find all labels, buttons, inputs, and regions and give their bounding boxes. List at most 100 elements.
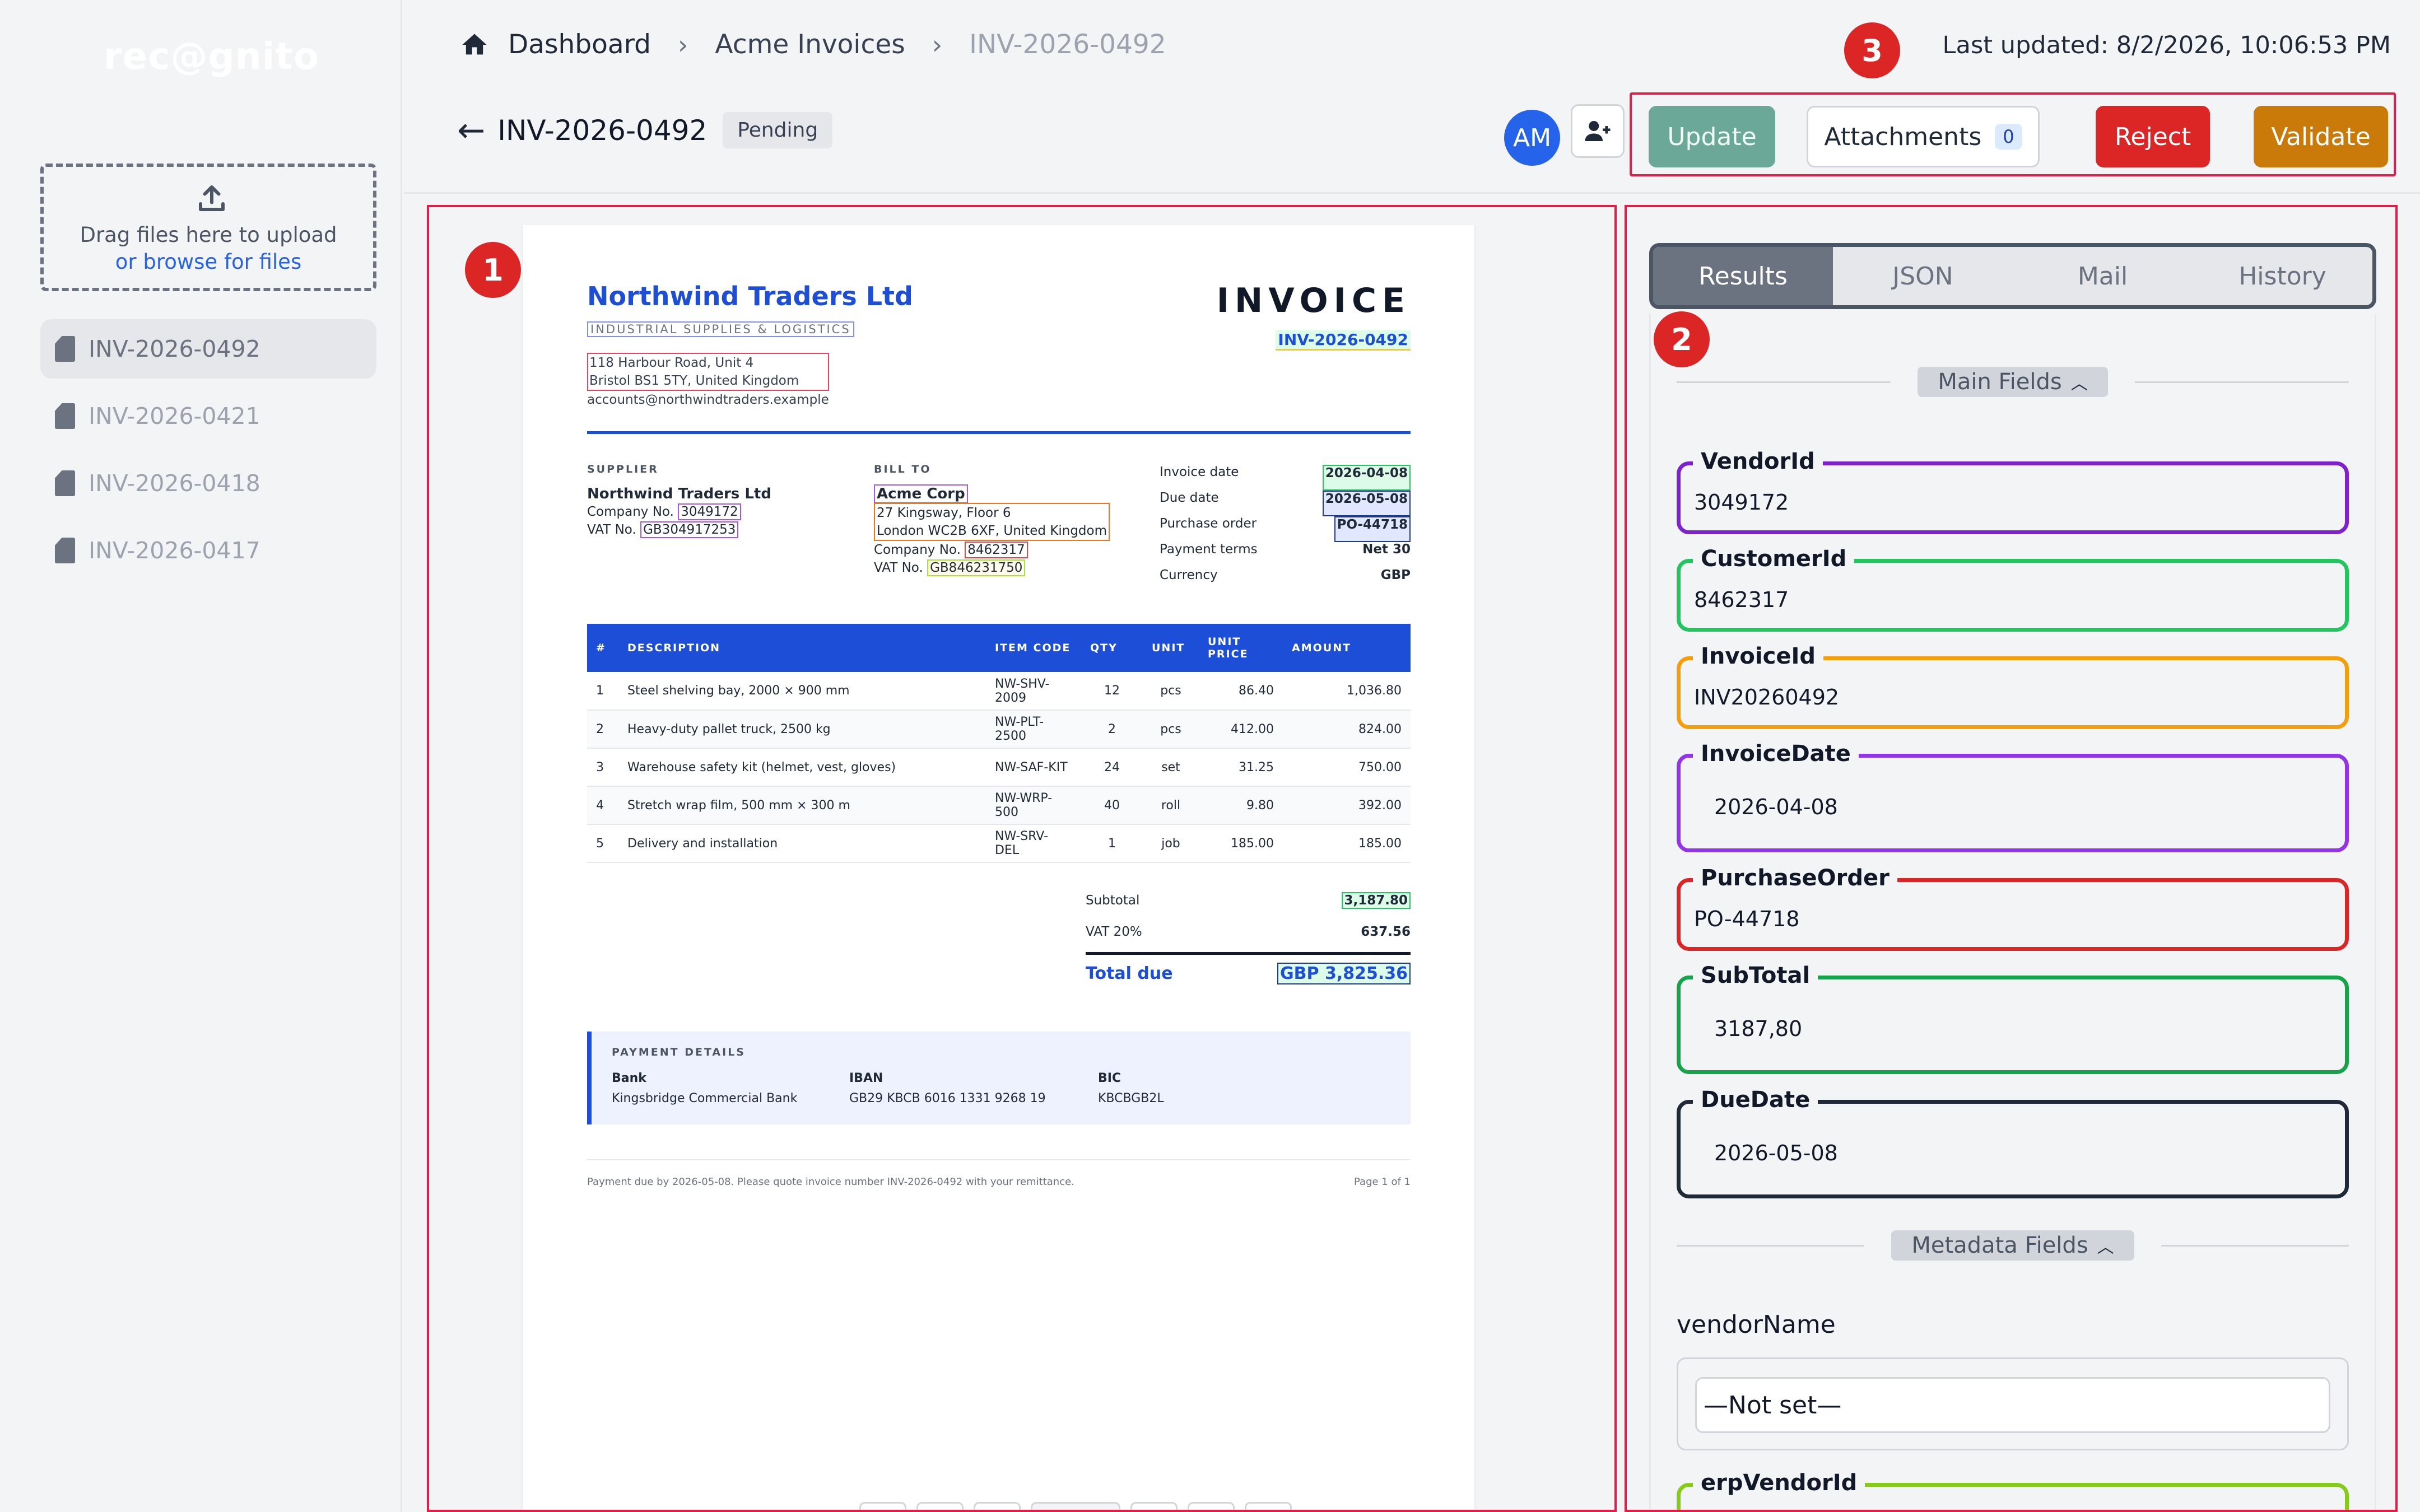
payment-details: PAYMENT DETAILS Bank Kingsbridge Commerci… <box>587 1032 1411 1124</box>
tab-json[interactable]: JSON <box>1892 262 1953 291</box>
field-sub-total[interactable]: SubTotal 3187,80 <box>1677 963 2349 1074</box>
cell: set <box>1143 748 1199 787</box>
vendor-tagline: INDUSTRIAL SUPPLIES & LOGISTICS <box>587 321 854 337</box>
field-label: VendorId <box>1693 449 1823 474</box>
breadcrumb-dashboard[interactable]: Dashboard <box>508 29 651 60</box>
column-header: UNIT <box>1143 624 1199 672</box>
meta-key: Currency <box>1160 568 1218 582</box>
cell: 1 <box>1081 824 1143 863</box>
bill-to-block: BILL TO Acme Corp 27 Kingsway, Floor 6 L… <box>874 460 1110 577</box>
cell: roll <box>1143 786 1199 825</box>
field-invoice-id[interactable]: InvoiceId INV20260492 <box>1677 643 2349 729</box>
vendor-name-select[interactable]: —Not set— <box>1695 1377 2330 1433</box>
file-item[interactable]: INV-2026-0418 <box>40 454 376 513</box>
cell: 412.00 <box>1199 710 1283 749</box>
cell: NW-SAF-KIT <box>986 748 1081 787</box>
field-erp-vendor-id[interactable]: erpVendorId <box>1677 1470 2349 1510</box>
customer-vat-prefix: VAT No. <box>874 561 923 575</box>
vat-value: 637.56 <box>1361 925 1411 939</box>
tab-history[interactable]: History <box>2238 262 2326 291</box>
rotate-right-icon: ↷ <box>874 1509 892 1510</box>
payment-details-label: PAYMENT DETAILS <box>612 1046 746 1058</box>
field-value: PO-44718 <box>1694 907 1800 931</box>
add-user-button[interactable] <box>1571 104 1625 158</box>
zoom-in-button[interactable]: ⊕ <box>1130 1502 1178 1510</box>
avatar[interactable]: AM <box>1504 110 1560 166</box>
attachments-button[interactable]: Attachments 0 <box>1807 106 2040 167</box>
field-invoice-date[interactable]: InvoiceDate 2026-04-08 <box>1677 741 2349 852</box>
viewer-toolbar: ↷ ↶ ⊖ 100% ⊕ ⤓ ⤢ <box>859 1502 1292 1510</box>
marker-3: 3 <box>1844 22 1900 78</box>
field-vendor-id[interactable]: VendorId 3049172 <box>1677 449 2349 534</box>
rotate-left-button[interactable]: ↶ <box>916 1502 964 1510</box>
page-number: Page 1 of 1 <box>1354 1176 1411 1188</box>
actions-toolbar: Update Attachments 0 Reject Validate <box>1630 92 2396 176</box>
upload-dropzone[interactable]: Drag files here to upload or browse for … <box>40 164 376 291</box>
cell: 185.00 <box>1199 824 1283 863</box>
cell: job <box>1143 824 1199 863</box>
update-button[interactable]: Update <box>1649 106 1775 167</box>
fields-area: Main Fields ︿ VendorId 3049172 CustomerId… <box>1649 314 2376 1510</box>
cell: NW-SRV-DEL <box>986 824 1081 863</box>
field-customer-id[interactable]: CustomerId 8462317 <box>1677 546 2349 632</box>
cell: pcs <box>1143 710 1199 749</box>
main-fields-header: Main Fields ︿ <box>1677 365 2349 399</box>
tab-mail[interactable]: Mail <box>2077 262 2128 291</box>
rotate-right-button[interactable]: ↷ <box>859 1502 906 1510</box>
zoom-out-button[interactable]: ⊖ <box>974 1502 1021 1510</box>
field-value: 8462317 <box>1694 587 1789 612</box>
field-label: DueDate <box>1693 1087 1818 1113</box>
upload-icon <box>199 185 225 211</box>
home-icon[interactable] <box>460 30 489 59</box>
file-item[interactable]: INV-2026-0492 <box>40 319 376 379</box>
marker-1: 1 <box>465 242 521 298</box>
tab-results[interactable]: Results <box>1653 247 1833 305</box>
browse-files-link[interactable]: or browse for files <box>115 250 302 274</box>
supplier-block: SUPPLIER Northwind Traders Ltd Company N… <box>587 460 771 539</box>
cell: 5 <box>587 824 618 863</box>
field-due-date[interactable]: DueDate 2026-05-08 <box>1677 1087 2349 1198</box>
supplier-vat-line: VAT No. GB304917253 <box>587 521 771 539</box>
results-panel: Main Fields ︿ VendorId 3049172 CustomerId… <box>1625 205 2398 1512</box>
chevron-right-icon: › <box>932 29 943 60</box>
supplier-name: Northwind Traders Ltd <box>587 486 771 502</box>
main-fields-toggle[interactable]: Main Fields ︿ <box>1918 367 2108 397</box>
header-rule <box>587 431 1411 434</box>
reject-button[interactable]: Reject <box>2096 106 2210 167</box>
expand-icon: ⤢ <box>1260 1509 1277 1510</box>
chevron-up-icon: ︿ <box>2070 374 2088 394</box>
attachments-count-badge: 0 <box>1995 124 2022 150</box>
validate-button[interactable]: Validate <box>2254 106 2388 167</box>
download-button[interactable]: ⤓ <box>1188 1502 1235 1510</box>
panel-tabs: Results JSON Mail History <box>1649 243 2376 309</box>
field-label: PurchaseOrder <box>1693 865 1897 891</box>
supplier-company-prefix: Company No. <box>587 505 674 519</box>
supplier-label: SUPPLIER <box>587 463 659 475</box>
field-label: CustomerId <box>1693 546 1855 572</box>
supplier-company-no: 3049172 <box>678 503 741 520</box>
fullscreen-button[interactable]: ⤢ <box>1245 1502 1292 1510</box>
cell: NW-SHV-2009 <box>986 672 1081 711</box>
invoice-heading: INVOICE <box>1216 281 1411 320</box>
vendor-address: 118 Harbour Road, Unit 4 Bristol BS1 5TY… <box>587 353 829 409</box>
sidebar: rec@gnito Drag files here to upload or b… <box>0 0 402 1512</box>
supplier-vat-no: GB304917253 <box>640 521 739 538</box>
file-item[interactable]: INV-2026-0421 <box>40 386 376 446</box>
file-icon <box>55 538 75 563</box>
line-items-table: # DESCRIPTION ITEM CODE QTY UNIT UNIT PR… <box>587 624 1411 863</box>
page-title: INV-2026-0492 <box>497 114 708 147</box>
table-row: 5 Delivery and installation NW-SRV-DEL 1 job… <box>587 824 1411 863</box>
app-logo: rec@gnito <box>104 35 320 78</box>
back-arrow-icon[interactable]: ← <box>457 110 486 150</box>
file-item[interactable]: INV-2026-0417 <box>40 521 376 580</box>
bic-label: BIC <box>1098 1071 1121 1085</box>
field-purchase-order[interactable]: PurchaseOrder PO-44718 <box>1677 865 2349 951</box>
invoice-page: Northwind Traders Ltd INDUSTRIAL SUPPLIE… <box>523 225 1474 1510</box>
cell: Delivery and installation <box>618 824 986 863</box>
metadata-fields-toggle[interactable]: Metadata Fields ︿ <box>1891 1230 2134 1261</box>
cell: 2 <box>1081 710 1143 749</box>
zoom-out-icon: ⊖ <box>988 1509 1006 1510</box>
title-row: ← INV-2026-0492 Pending <box>457 110 833 150</box>
breadcrumb-acme-invoices[interactable]: Acme Invoices <box>715 29 905 60</box>
chevron-up-icon: ︿ <box>2097 1238 2114 1257</box>
